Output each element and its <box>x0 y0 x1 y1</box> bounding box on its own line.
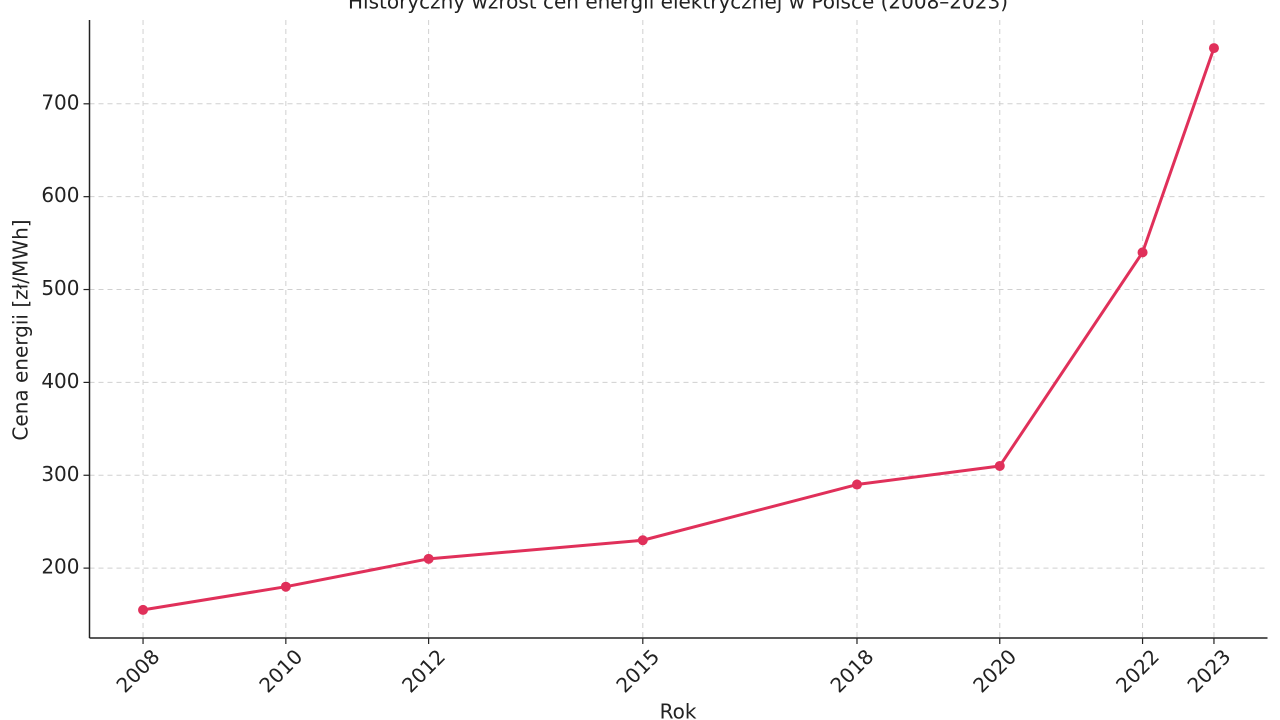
y-tick-label: 700 <box>41 90 79 114</box>
y-tick-label: 400 <box>41 369 79 393</box>
data-point <box>637 535 648 546</box>
data-point <box>1208 43 1219 54</box>
data-point <box>851 479 862 490</box>
y-tick-label: 500 <box>41 276 79 300</box>
x-tick-label: 2015 <box>611 644 664 697</box>
x-tick-label: 2018 <box>825 644 878 697</box>
data-line <box>142 47 1216 612</box>
x-tick-label: 2008 <box>112 644 165 697</box>
x-tick-label: 2022 <box>1111 644 1164 697</box>
y-tick-label: 300 <box>41 462 79 486</box>
x-axis-label: Rok <box>660 700 697 720</box>
x-tick-label: 2020 <box>968 644 1021 697</box>
data-point <box>280 581 291 592</box>
data-point <box>138 604 149 615</box>
data-point <box>1137 247 1148 258</box>
y-axis-label: Cena energii [zł/MWh] <box>9 219 33 440</box>
x-tick-label: 2010 <box>254 644 307 697</box>
y-tick-label: 200 <box>41 555 79 579</box>
data-point <box>423 553 434 564</box>
chart-title: Historyczny wzrost cen energii elektrycz… <box>348 0 1008 14</box>
y-tick-label: 600 <box>41 183 79 207</box>
x-tick-label: 2012 <box>397 644 450 697</box>
data-point <box>994 460 1005 471</box>
x-tick-label: 2023 <box>1182 644 1235 697</box>
